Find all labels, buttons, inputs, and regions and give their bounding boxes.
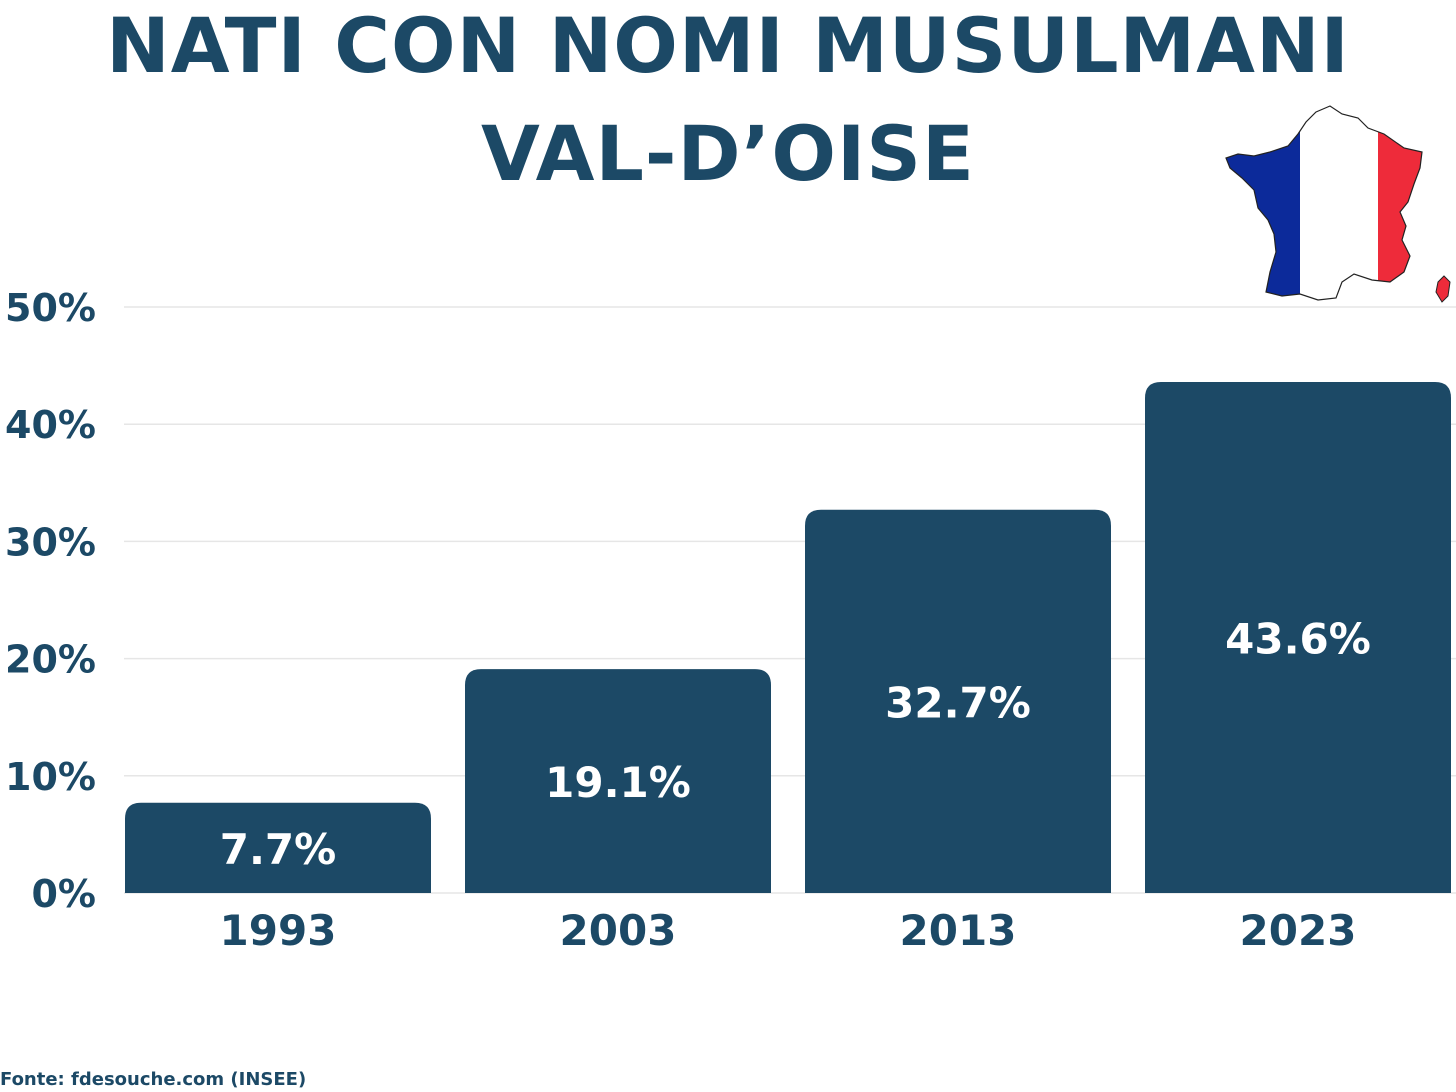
x-tick-label: 1993 (220, 906, 337, 955)
bar-chart: 0% 10% 20% 30% 40% 50% 7.7% 19.1% 32.7% 43.6% 19… (5, 286, 1456, 955)
x-tick-label: 2013 (900, 906, 1017, 955)
y-tick-label: 30% (5, 520, 96, 564)
chart-title-line1: NATI CON NOMI MUSULMANI (106, 1, 1350, 90)
bar-2013 (805, 509, 1111, 893)
x-tick-label: 2003 (560, 906, 677, 955)
bars (125, 382, 1451, 893)
bar-value-label: 19.1% (545, 758, 691, 807)
y-tick-label: 40% (5, 403, 96, 447)
y-tick-label: 50% (5, 286, 96, 330)
y-tick-label: 20% (5, 638, 96, 682)
x-tick-label: 2023 (1240, 906, 1357, 955)
france-flag-map-icon (1225, 105, 1451, 303)
y-tick-label: 0% (31, 872, 96, 916)
bar-value-label: 7.7% (220, 825, 336, 874)
y-tick-label: 10% (5, 755, 96, 799)
source-note: Fonte: fdesouche.com (INSEE) (0, 1069, 307, 1090)
bar-2003 (465, 669, 771, 893)
x-axis-tick-labels: 1993 2003 2013 2023 (220, 906, 1357, 955)
y-axis-tick-labels: 0% 10% 20% 30% 40% 50% (5, 286, 96, 916)
bar-2023 (1145, 382, 1451, 893)
bar-value-label: 32.7% (885, 678, 1031, 727)
bar-1993 (125, 802, 431, 893)
bar-value-labels: 7.7% 19.1% 32.7% 43.6% (220, 615, 1371, 874)
chart-title-line2: VAL-D’OISE (481, 109, 975, 198)
bar-value-label: 43.6% (1225, 615, 1371, 664)
